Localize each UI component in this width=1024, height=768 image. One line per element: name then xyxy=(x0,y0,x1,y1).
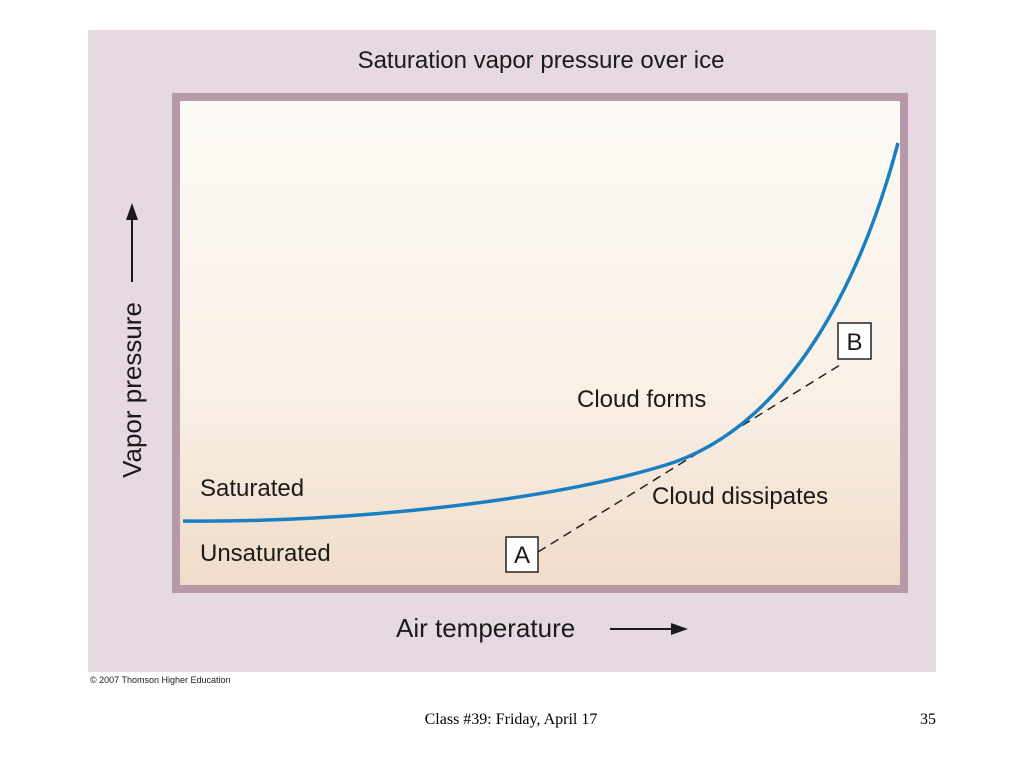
y-arrowhead xyxy=(126,203,138,220)
x-axis-label: Air temperature xyxy=(396,613,575,643)
saturation-curve xyxy=(182,142,900,523)
figure-title: Saturation vapor pressure over ice xyxy=(358,47,725,74)
x-arrowhead xyxy=(671,623,688,635)
point-a-box xyxy=(505,536,539,573)
point-b-box xyxy=(837,322,872,360)
cloud-dissipates-label: Cloud dissipates xyxy=(652,483,828,510)
unsaturated-label: Unsaturated xyxy=(200,540,331,567)
point-a-label: A xyxy=(514,542,530,569)
footer-text: Class #39: Friday, April 17 xyxy=(425,711,598,728)
page-number: 35 xyxy=(920,711,936,728)
copyright: © 2007 Thomson Higher Education xyxy=(90,675,231,685)
saturated-label: Saturated xyxy=(200,475,304,502)
cloud-forms-label: Cloud forms xyxy=(577,386,706,413)
plot-area xyxy=(172,93,908,593)
y-axis-label: Vapor pressure xyxy=(117,302,147,478)
point-b-label: B xyxy=(846,329,862,356)
